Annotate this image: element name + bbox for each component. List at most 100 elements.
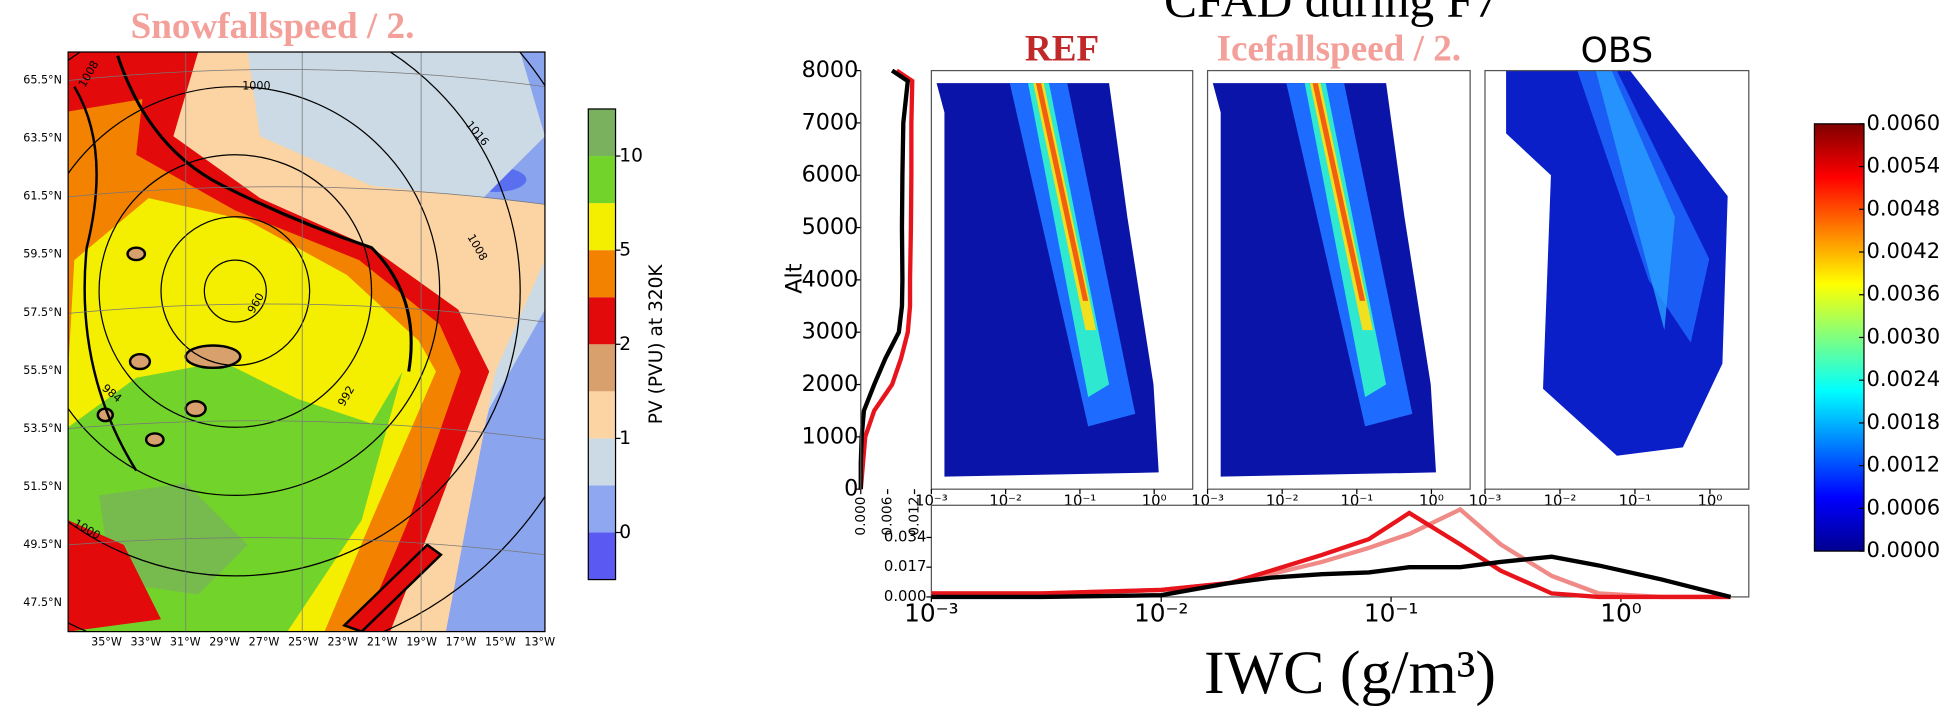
y-tick-label: 0.000 bbox=[884, 587, 927, 605]
colorbar-label: PV (PVU) at 320K bbox=[646, 264, 667, 425]
lon-label: 15°W bbox=[485, 636, 516, 649]
colorbar-tick-label: 2 bbox=[619, 334, 631, 355]
lon-label: 29°W bbox=[209, 636, 240, 649]
contour-label: 1000 bbox=[242, 80, 270, 93]
x-tick-label: 10⁻¹ bbox=[1340, 492, 1373, 510]
colorbar-tick-label: 0.0024 bbox=[1866, 366, 1940, 391]
colorbar-tick-label: 0.0018 bbox=[1866, 409, 1940, 434]
lon-label: 19°W bbox=[406, 636, 437, 649]
y-axis-label: Alt bbox=[782, 263, 808, 293]
profile-line bbox=[858, 68, 911, 490]
x-tick-label: 10⁰ bbox=[1600, 598, 1641, 627]
colorbar-segment bbox=[588, 203, 616, 251]
map-blob bbox=[128, 352, 152, 371]
colorbar-segment bbox=[588, 250, 616, 298]
lat-label: 53.5°N bbox=[23, 422, 62, 435]
x-tick-label: 10⁻² bbox=[1266, 492, 1299, 510]
x-tick-label: 10⁻¹ bbox=[1064, 492, 1097, 510]
lon-label: 35°W bbox=[91, 636, 122, 649]
colorbar-tick-label: 0.0048 bbox=[1866, 195, 1940, 220]
colorbar-tick-label: 0.0054 bbox=[1866, 153, 1940, 178]
y-tick-label: 0.034 bbox=[884, 527, 927, 545]
map-blob bbox=[144, 432, 165, 448]
colorbar-tick-label: 0.0012 bbox=[1866, 452, 1940, 477]
lon-label: 33°W bbox=[131, 636, 162, 649]
colorbar-segment bbox=[588, 297, 616, 345]
map-blob bbox=[184, 344, 242, 370]
map-region bbox=[342, 543, 443, 632]
lat-label: 59.5°N bbox=[23, 248, 62, 261]
x-tick-label: 10⁻² bbox=[1544, 492, 1577, 510]
x-tick-label: 0.000 bbox=[853, 497, 869, 536]
figure-title: CFAD during F7 bbox=[1164, 0, 1499, 27]
x-tick-label: 10⁻³ bbox=[904, 598, 958, 627]
colorbar-segment bbox=[588, 485, 616, 533]
x-tick-label: 0.006 bbox=[880, 497, 896, 536]
colorbar-tick-label: 0.0036 bbox=[1866, 281, 1940, 306]
lon-label: 21°W bbox=[367, 636, 398, 649]
colorbar-tick-label: 0.0060 bbox=[1866, 110, 1940, 135]
colorbar-tick-label: 5 bbox=[619, 240, 631, 261]
heatmap-band bbox=[1035, 83, 1089, 301]
colorbar-segment bbox=[588, 438, 616, 486]
colorbar-tick-label: 0 bbox=[619, 522, 631, 543]
colorbar-tick-label: 10 bbox=[619, 146, 643, 167]
x-tick-label: 10⁻³ bbox=[1469, 492, 1502, 510]
lat-label: 47.5°N bbox=[23, 596, 62, 609]
colorbar-segment bbox=[588, 391, 616, 439]
panel-frame bbox=[1206, 69, 1471, 490]
map-frame bbox=[67, 51, 546, 633]
colorbar-tick-label: 0.0006 bbox=[1866, 494, 1940, 519]
contours bbox=[68, 52, 545, 632]
colorbar-tick-label: 1 bbox=[619, 428, 631, 449]
y-tick-label: 4000 bbox=[802, 266, 859, 292]
series-line bbox=[931, 510, 1731, 600]
map-blob bbox=[126, 246, 147, 262]
lat-label: 57.5°N bbox=[23, 306, 62, 319]
panel-frame bbox=[1484, 69, 1750, 490]
y-tick-label: 3000 bbox=[802, 319, 859, 345]
lat-label: 49.5°N bbox=[23, 538, 62, 551]
y-tick-label: 8000 bbox=[802, 57, 859, 83]
lat-label: 65.5°N bbox=[23, 73, 62, 86]
panel-title: REF bbox=[1025, 29, 1099, 70]
x-tick-label: 10⁻¹ bbox=[1619, 492, 1652, 510]
x-tick-label: 10⁻³ bbox=[1191, 492, 1224, 510]
panel-frame bbox=[930, 69, 1194, 490]
y-tick-label: 2000 bbox=[802, 371, 859, 397]
lon-label: 13°W bbox=[524, 636, 555, 649]
lat-label: 51.5°N bbox=[23, 480, 62, 493]
profile-line bbox=[858, 68, 915, 490]
colorbar bbox=[1813, 123, 1865, 552]
y-tick-label: 5000 bbox=[802, 214, 859, 240]
y-tick-label: 0 bbox=[844, 476, 858, 502]
x-tick-label: 10⁰ bbox=[1697, 492, 1722, 510]
colorbar-segment bbox=[588, 532, 616, 580]
colorbar-tick-label: 0.0000 bbox=[1866, 537, 1940, 562]
heatmap-area bbox=[1506, 70, 1728, 456]
map-blob bbox=[184, 400, 207, 418]
y-tick-label: 0.017 bbox=[884, 557, 927, 575]
map-region bbox=[68, 520, 162, 632]
x-tick-label: 0.012 bbox=[907, 497, 923, 536]
lon-label: 31°W bbox=[170, 636, 201, 649]
x-tick-label: 10⁻² bbox=[989, 492, 1022, 510]
panel-title: Icefallspeed / 2. bbox=[1217, 29, 1461, 70]
y-tick-label: 6000 bbox=[802, 162, 859, 188]
lat-label: 63.5°N bbox=[23, 132, 62, 145]
lat-label: 61.5°N bbox=[23, 190, 62, 203]
heatmap-band bbox=[1595, 70, 1675, 331]
lon-label: 27°W bbox=[249, 636, 280, 649]
x-tick-label: 10⁻² bbox=[1134, 598, 1188, 627]
y-tick-label: 7000 bbox=[802, 109, 859, 135]
panel-frame bbox=[930, 504, 1750, 598]
colorbar-segment bbox=[588, 108, 616, 157]
x-tick-label: 10⁰ bbox=[1142, 492, 1167, 510]
colorbar-frame bbox=[587, 108, 617, 581]
graticule bbox=[68, 52, 545, 632]
x-axis-label: IWC (g/m³) bbox=[1204, 639, 1496, 707]
heatmap-band bbox=[1312, 83, 1366, 301]
map-title: Snowfallspeed / 2. bbox=[131, 6, 415, 47]
colorbar-tick-label: 0.0042 bbox=[1866, 238, 1940, 263]
